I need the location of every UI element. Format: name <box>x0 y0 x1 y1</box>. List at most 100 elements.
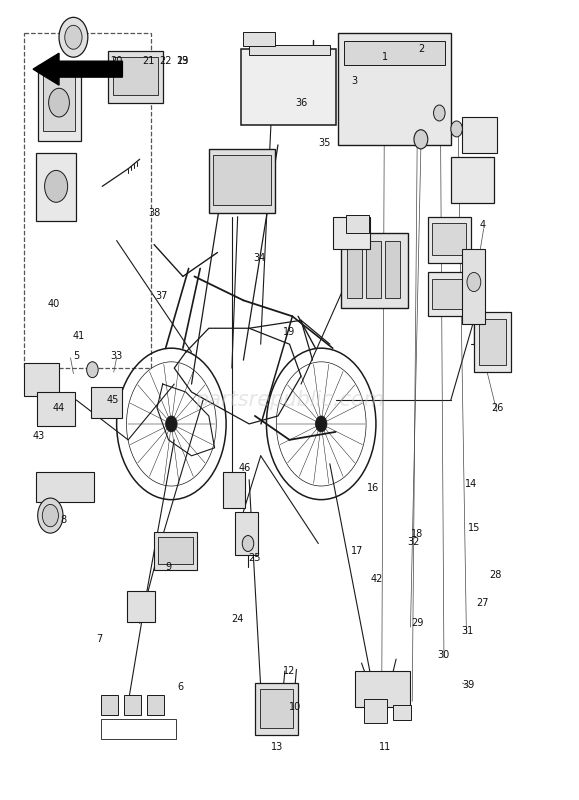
Circle shape <box>45 170 68 202</box>
Bar <box>101 719 176 739</box>
Bar <box>127 591 155 622</box>
Bar <box>428 273 471 316</box>
Text: 14: 14 <box>465 478 477 489</box>
Text: 21: 21 <box>142 56 155 66</box>
Text: 20: 20 <box>111 56 123 66</box>
Text: 3: 3 <box>351 76 357 86</box>
Text: 11: 11 <box>379 742 391 752</box>
Circle shape <box>242 535 254 551</box>
Text: 46: 46 <box>239 462 251 473</box>
Bar <box>223 472 245 508</box>
Circle shape <box>467 273 481 291</box>
Text: 42: 42 <box>371 574 383 584</box>
Bar <box>108 51 163 102</box>
Text: 22: 22 <box>159 56 172 66</box>
Bar <box>342 233 408 308</box>
Text: 7: 7 <box>96 634 102 644</box>
Bar <box>259 690 293 728</box>
Text: 30: 30 <box>438 650 450 660</box>
Circle shape <box>166 416 177 432</box>
Bar <box>366 241 380 298</box>
Bar <box>91 387 122 418</box>
Bar <box>347 241 361 298</box>
Bar <box>101 695 118 715</box>
Bar <box>474 312 511 372</box>
Text: 41: 41 <box>73 331 85 342</box>
Text: 6: 6 <box>177 682 183 692</box>
Bar <box>451 157 494 203</box>
Bar <box>37 392 75 426</box>
Text: partsrepublic.com: partsrepublic.com <box>195 390 384 410</box>
Text: 37: 37 <box>155 291 168 302</box>
Circle shape <box>59 18 88 57</box>
Bar <box>24 34 151 368</box>
Text: 15: 15 <box>468 522 480 533</box>
Bar <box>158 537 193 564</box>
Bar <box>235 512 258 555</box>
Text: 40: 40 <box>47 299 60 310</box>
Bar <box>43 73 75 131</box>
Text: 12: 12 <box>283 666 296 676</box>
Circle shape <box>49 88 69 117</box>
Text: 23: 23 <box>177 56 189 66</box>
Bar <box>393 705 411 721</box>
Bar <box>463 117 497 153</box>
Text: 1: 1 <box>382 52 387 62</box>
Text: 9: 9 <box>166 562 171 573</box>
Bar <box>345 42 445 65</box>
Text: 8: 8 <box>61 514 67 525</box>
Text: 31: 31 <box>461 626 473 636</box>
Bar <box>339 34 451 145</box>
Bar <box>38 65 81 141</box>
Bar <box>124 695 141 715</box>
Bar <box>36 153 76 221</box>
Text: 10: 10 <box>289 702 302 712</box>
Circle shape <box>316 416 327 432</box>
Text: 29: 29 <box>411 618 424 628</box>
Circle shape <box>68 40 79 56</box>
Text: 5: 5 <box>73 351 79 361</box>
Bar <box>433 279 466 309</box>
Text: 4: 4 <box>479 220 486 230</box>
Text: 43: 43 <box>33 431 45 441</box>
FancyArrow shape <box>33 54 122 85</box>
Text: 16: 16 <box>367 482 379 493</box>
Bar <box>36 472 94 502</box>
Bar <box>209 149 275 213</box>
Circle shape <box>65 26 82 50</box>
Text: 45: 45 <box>107 395 119 405</box>
Text: 17: 17 <box>351 546 364 557</box>
Bar <box>333 217 370 249</box>
Circle shape <box>451 121 463 137</box>
Bar <box>243 32 275 46</box>
Bar <box>364 699 387 723</box>
Text: 33: 33 <box>111 351 123 361</box>
Text: 28: 28 <box>490 570 502 580</box>
Bar <box>241 50 336 125</box>
Text: 38: 38 <box>148 208 160 218</box>
Text: 27: 27 <box>477 598 489 608</box>
Text: 2: 2 <box>418 44 424 54</box>
Text: 36: 36 <box>295 98 307 109</box>
Bar <box>478 318 506 365</box>
Bar <box>154 531 197 570</box>
Bar <box>24 362 59 396</box>
Bar <box>255 683 298 735</box>
Bar <box>428 217 471 263</box>
Circle shape <box>434 105 445 121</box>
Text: 35: 35 <box>318 138 330 148</box>
Bar <box>112 57 157 95</box>
Bar <box>214 155 271 206</box>
Text: 44: 44 <box>53 403 65 413</box>
Text: 39: 39 <box>462 681 474 690</box>
Bar <box>147 695 164 715</box>
Text: 34: 34 <box>254 253 266 263</box>
Bar <box>355 671 410 707</box>
Bar <box>249 46 330 55</box>
Circle shape <box>414 130 428 149</box>
Bar <box>433 223 466 255</box>
Bar <box>385 241 400 298</box>
Text: 32: 32 <box>407 537 420 547</box>
Text: 25: 25 <box>248 553 261 563</box>
Text: 18: 18 <box>411 529 424 539</box>
